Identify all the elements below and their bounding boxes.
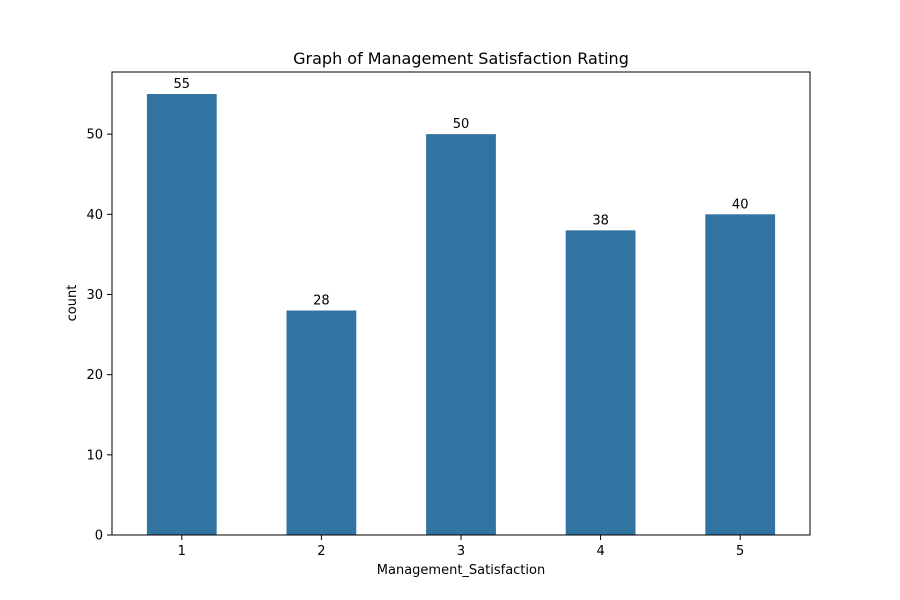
x-tick-label-3: 3 (457, 544, 465, 559)
x-tick-label-1: 1 (178, 544, 186, 559)
y-axis-label: count (65, 285, 80, 322)
y-tick-label-40: 40 (86, 208, 103, 223)
bar-4 (565, 230, 636, 536)
x-tick-label-4: 4 (596, 544, 604, 559)
bar-2 (286, 310, 357, 535)
y-tick-label-30: 30 (86, 288, 103, 303)
bar-3 (426, 134, 496, 535)
data-label-3: 50 (453, 117, 470, 132)
bar-1 (146, 94, 217, 536)
x-tick-label-5: 5 (736, 544, 744, 559)
x-tick-label-2: 2 (317, 544, 325, 559)
y-tick-label-10: 10 (86, 448, 103, 463)
plot-frame (111, 71, 811, 536)
data-label-1: 55 (174, 77, 191, 92)
x-axis-label: Management_Satisfaction (377, 563, 545, 578)
y-tick-label-20: 20 (86, 368, 103, 383)
bar-5 (705, 214, 776, 535)
data-label-4: 38 (592, 213, 609, 228)
y-tick-label-50: 50 (86, 128, 103, 143)
chart-title: Graph of Management Satisfaction Rating (293, 49, 629, 68)
data-label-5: 40 (732, 197, 749, 212)
y-tick-label-0: 0 (95, 529, 103, 544)
data-label-2: 28 (313, 294, 330, 309)
